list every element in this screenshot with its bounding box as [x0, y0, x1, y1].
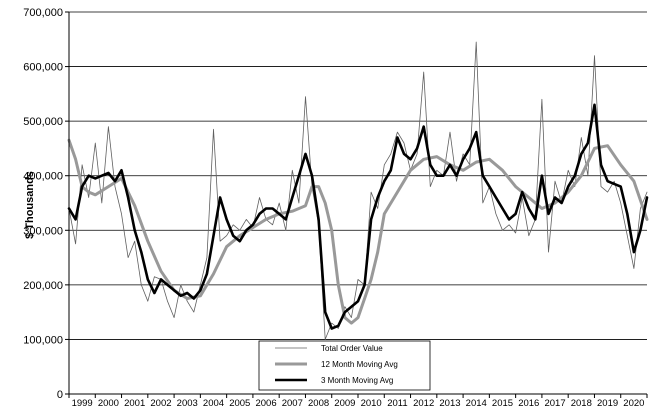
x-tick-label: 2006: [255, 398, 276, 409]
y-tick-label: 200,000: [23, 280, 63, 292]
legend-label: 12 Month Moving Avg: [321, 360, 398, 369]
x-tick-label: 2008: [308, 398, 329, 409]
x-tick-label: 2005: [229, 398, 250, 409]
x-tick-label: 2007: [282, 398, 303, 409]
series-line-3-month-moving-avg: [67, 103, 649, 330]
x-axis-ticks: 1999 2000 2001 2002 2003 2004 2005 2006 2007 2008…: [68, 394, 648, 409]
x-tick-label: 2010: [361, 398, 382, 409]
x-tick-label: 2011: [387, 398, 407, 409]
x-tick-label: 2012: [413, 398, 434, 409]
y-tick-label: 300,000: [23, 225, 63, 237]
legend-label: 3 Month Moving Avg: [321, 376, 393, 385]
x-tick-label: 2009: [334, 398, 355, 409]
series-line-total-order-value: [68, 41, 648, 340]
legend-label: Total Order Value: [321, 344, 383, 353]
x-tick-label: 1999: [72, 398, 93, 409]
x-tick-label: 2020: [623, 398, 644, 409]
y-tick-label: 600,000: [23, 62, 63, 74]
y-tick-label: 700,000: [23, 7, 63, 19]
grid-lines: [69, 11, 647, 340]
x-tick-label: 2000: [98, 398, 119, 409]
x-tick-label: 2018: [571, 398, 592, 409]
x-tick-label: 2013: [439, 398, 460, 409]
y-tick-label: 500,000: [23, 116, 63, 128]
y-axis-ticks: 0 100,000 200,000 300,000 400,000 500,000 600,…: [23, 7, 69, 401]
series-lines: [67, 41, 649, 340]
x-tick-label: 2001: [124, 398, 145, 409]
y-axis-label: $ Thousands: [24, 171, 36, 239]
legend: Total Order Value 12 Month Moving Avg 3 Mo…: [258, 340, 431, 391]
x-tick-label: 2014: [466, 398, 487, 409]
series-line-12-month-moving-avg: [67, 138, 649, 325]
x-tick-label: 2003: [177, 398, 198, 409]
x-tick-label: 2015: [492, 398, 513, 409]
y-tick-label: 100,000: [23, 334, 63, 346]
y-tick-label: 400,000: [23, 171, 63, 183]
x-tick-label: 2019: [597, 398, 618, 409]
x-tick-label: 2004: [203, 398, 224, 409]
axes: [68, 12, 647, 395]
x-tick-label: 2016: [518, 398, 539, 409]
y-tick-label: 0: [57, 389, 63, 401]
x-tick-label: 2002: [150, 398, 171, 409]
x-tick-label: 2017: [544, 398, 565, 409]
